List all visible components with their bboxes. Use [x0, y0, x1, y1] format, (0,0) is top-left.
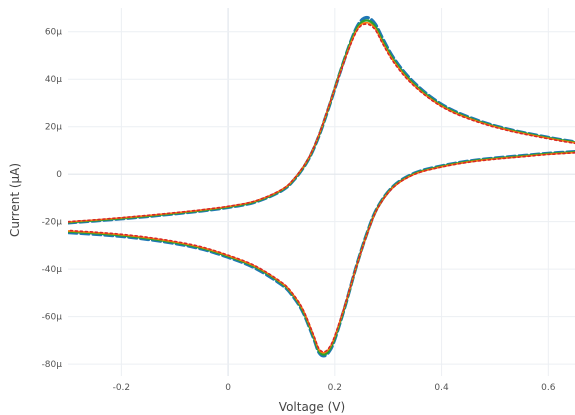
x-axis-label: Voltage (V) [279, 400, 345, 414]
series-1-forward-sweep-line [68, 15, 575, 225]
series-3 [68, 21, 575, 354]
x-tick-label: 0.6 [541, 383, 556, 393]
y-tick-label: -20µ [42, 218, 63, 228]
y-tick-label: 0 [56, 170, 62, 180]
x-tick-label: 0.2 [328, 383, 342, 393]
y-tick-label: -80µ [42, 360, 63, 370]
y-tick-label: -40µ [42, 265, 63, 275]
x-tick-label: -0.2 [113, 383, 131, 393]
series-1-reverse-sweep-line [68, 150, 575, 358]
series-3-reverse-sweep-line [68, 151, 575, 354]
y-tick-label: 20µ [45, 123, 62, 133]
x-axis-ticks: -0.2 0 0.2 0.4 0.6 [113, 383, 556, 393]
series-layer [68, 15, 575, 358]
series-3-forward-sweep-line [68, 21, 575, 223]
series-4 [68, 23, 575, 353]
grid [68, 8, 575, 376]
x-tick-label: 0.4 [434, 383, 449, 393]
series-2-forward-sweep-line [68, 19, 575, 224]
y-tick-label: 40µ [45, 75, 62, 85]
series-2-reverse-sweep-line [68, 151, 575, 356]
series-2 [68, 19, 575, 356]
x-tick-label: 0 [225, 383, 231, 393]
series-4-forward-sweep-line [68, 23, 575, 223]
y-tick-label: -60µ [42, 313, 63, 323]
series-1 [68, 15, 575, 358]
y-tick-label: 60µ [45, 28, 62, 38]
y-axis-label: Current (µA) [8, 163, 22, 237]
y-axis-ticks: 60µ 40µ 20µ 0 -20µ -40µ -60µ -80µ [42, 28, 63, 370]
series-4-reverse-sweep-line [68, 152, 575, 353]
